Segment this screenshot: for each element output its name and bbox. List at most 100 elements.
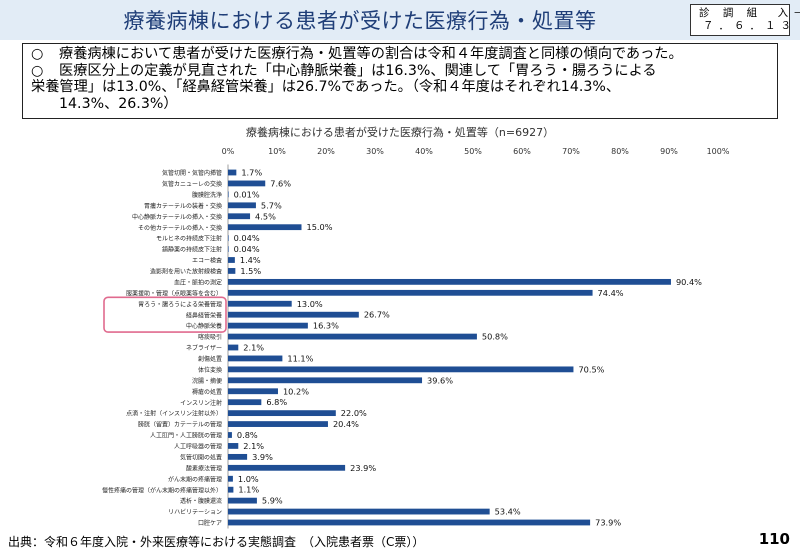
bar bbox=[228, 508, 490, 515]
category-label: リハビリテーション bbox=[168, 508, 222, 516]
title-bar bbox=[0, 0, 800, 40]
category-label: 創傷処置 bbox=[198, 355, 222, 363]
summary-box: ○ 療養病棟において患者が受けた医療行為・処置等の割合は令和４年度調査と同様の傾… bbox=[22, 43, 778, 119]
data-label: 1.1% bbox=[238, 485, 259, 495]
data-label: 22.0% bbox=[341, 408, 367, 418]
bar bbox=[228, 497, 257, 504]
category-label: 鎮静薬の持続皮下注射 bbox=[162, 246, 222, 254]
bar bbox=[228, 421, 328, 427]
category-label: 透析・腹膜還流 bbox=[180, 497, 222, 505]
bar bbox=[228, 289, 593, 296]
x-tick-label: 50% bbox=[464, 147, 482, 156]
bar bbox=[228, 486, 234, 493]
bar bbox=[228, 235, 229, 242]
category-label: 気管切開の処置 bbox=[180, 453, 222, 461]
summary-text-4: 14.3%、26.3%） bbox=[59, 95, 178, 112]
summary-line: 栄養管理」は13.0%、「経鼻経管栄養」は26.7%であった。（令和４年度はそれ… bbox=[31, 79, 767, 96]
data-label: 16.3% bbox=[313, 321, 339, 331]
x-tick-label: 40% bbox=[415, 147, 433, 156]
data-label: 13.0% bbox=[297, 299, 323, 309]
data-label: 90.4% bbox=[676, 277, 702, 287]
category-label: 服薬援助・管理（点眼薬等を含む） bbox=[126, 289, 222, 297]
document-code-box: 診 調 組 入－１ ７．６．１３ bbox=[690, 4, 800, 36]
data-label: 11.1% bbox=[287, 353, 313, 363]
data-label: 0.04% bbox=[234, 244, 260, 254]
category-label: 胃ろう・腸ろうによる栄養管理 bbox=[138, 300, 222, 308]
bar bbox=[228, 333, 477, 340]
category-label: 造影剤を用いた放射線検査 bbox=[150, 268, 222, 276]
bar bbox=[228, 322, 308, 329]
source-note: 出典：令和６年度入院・外来医療等における実態調査 （入院患者票（C票）） bbox=[8, 535, 425, 549]
page-title: 療養病棟における患者が受けた医療行為・処置等 bbox=[123, 9, 597, 33]
chart-title: 療養病棟における患者が受けた医療行為・処置等（n=6927） bbox=[245, 126, 555, 139]
category-label: 胃瘻カテーテルの装着・交換 bbox=[144, 202, 222, 210]
category-label: 気管カニューレの交換 bbox=[162, 180, 222, 188]
bar bbox=[228, 388, 278, 395]
data-label: 15.0% bbox=[307, 222, 333, 232]
category-label: 口腔ケア bbox=[198, 519, 222, 527]
summary-text-3: 栄養管理」は13.0%、「経鼻経管栄養」は26.7%であった。（令和４年度はそれ… bbox=[31, 79, 621, 95]
data-label: 2.1% bbox=[243, 343, 264, 353]
data-label: 53.4% bbox=[495, 507, 521, 517]
bar bbox=[228, 311, 359, 318]
bar bbox=[228, 432, 232, 438]
bar bbox=[228, 191, 229, 198]
category-label: 酸素療法管理 bbox=[186, 464, 222, 472]
x-tick-label: 0% bbox=[222, 147, 235, 156]
category-label: 中心静脈栄養 bbox=[186, 322, 222, 330]
data-label: 73.9% bbox=[595, 518, 621, 528]
x-tick-label: 100% bbox=[707, 147, 730, 156]
bar bbox=[228, 464, 346, 471]
summary-line: 14.3%、26.3%） bbox=[31, 96, 767, 113]
data-label: 0.01% bbox=[234, 189, 260, 199]
bullet-icon: ○ bbox=[31, 46, 44, 62]
category-label: 膀胱（留置）カテーテルの管理 bbox=[138, 421, 222, 429]
data-label: 0.04% bbox=[234, 233, 260, 243]
data-label: 10.2% bbox=[283, 386, 309, 396]
bar bbox=[228, 278, 671, 285]
bar bbox=[228, 202, 256, 209]
bar bbox=[228, 213, 251, 220]
data-label: 0.8% bbox=[237, 430, 258, 440]
data-label: 26.7% bbox=[364, 310, 390, 320]
data-label: 39.6% bbox=[427, 375, 453, 385]
data-label: 4.5% bbox=[255, 211, 276, 221]
category-label: 浣腸・摘便 bbox=[192, 377, 222, 385]
x-tick-label: 60% bbox=[513, 147, 531, 156]
bar bbox=[228, 180, 266, 187]
x-tick-label: 30% bbox=[366, 147, 384, 156]
x-tick-label: 90% bbox=[660, 147, 678, 156]
data-label: 1.0% bbox=[238, 474, 259, 484]
data-label: 74.4% bbox=[598, 288, 624, 298]
document-code-line1: 診 調 組 入－１ bbox=[699, 7, 800, 19]
bar bbox=[228, 519, 591, 526]
bar bbox=[228, 169, 237, 176]
page-number: 110 bbox=[758, 530, 790, 548]
summary-text-2: 医療区分上の定義が見直された「中心静脈栄養」は16.3%、関連して「胃ろう・腸ろ… bbox=[59, 62, 657, 79]
bar bbox=[228, 475, 233, 482]
category-label: 経鼻経管栄養 bbox=[186, 311, 222, 319]
data-label: 3.9% bbox=[252, 452, 273, 462]
data-label: 1.5% bbox=[240, 266, 261, 276]
highlight-box bbox=[103, 296, 227, 333]
category-label: がん末期の疼痛管理 bbox=[168, 475, 222, 483]
category-label: モルヒネの持続皮下注射 bbox=[156, 235, 222, 243]
bar bbox=[228, 410, 336, 417]
data-label: 5.9% bbox=[262, 496, 283, 506]
category-label: 点滴・注射（インスリン注射以外） bbox=[126, 410, 222, 418]
bullet-icon: ○ bbox=[31, 62, 44, 79]
bar bbox=[228, 377, 423, 384]
category-label: 喀痰吸引 bbox=[198, 333, 222, 341]
category-label: 気管切開・気管内挿管 bbox=[162, 169, 222, 177]
bar bbox=[228, 366, 574, 373]
bar bbox=[228, 344, 239, 351]
bar bbox=[228, 268, 236, 274]
category-label: 中心静脈カテーテルの挿入・交換 bbox=[132, 213, 222, 221]
category-label: 血圧・脈拍の測定 bbox=[174, 278, 222, 286]
data-label: 2.1% bbox=[243, 441, 264, 451]
bar bbox=[228, 399, 262, 406]
category-label: インスリン注射 bbox=[180, 399, 222, 407]
data-label: 1.4% bbox=[240, 255, 261, 265]
x-tick-label: 80% bbox=[611, 147, 629, 156]
